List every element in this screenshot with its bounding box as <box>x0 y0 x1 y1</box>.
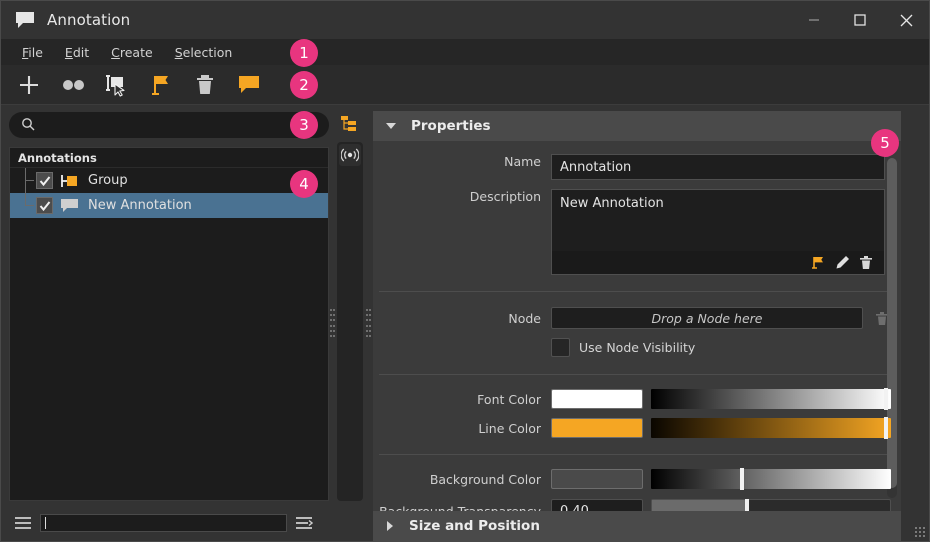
properties-scrollbar[interactable] <box>887 158 897 498</box>
menu-file[interactable]: FFileile <box>22 44 43 60</box>
node-label: Node <box>508 310 541 326</box>
list-settings-icon[interactable] <box>290 511 318 535</box>
annotation-rail <box>337 142 363 501</box>
search-box[interactable] <box>9 112 329 138</box>
main-toolbar <box>1 65 929 105</box>
annotations-panel: Annotations Group <box>1 106 329 541</box>
tree-item-label: Group <box>88 173 128 188</box>
add-annotation-icon[interactable] <box>7 68 51 102</box>
trash-icon[interactable] <box>854 253 878 273</box>
node-clear-trash-icon[interactable] <box>871 307 893 329</box>
properties-title: Properties <box>411 118 491 134</box>
minimize-button[interactable] <box>791 1 837 39</box>
menu-selection[interactable]: Selection <box>174 44 233 60</box>
group-folder-icon <box>60 172 82 190</box>
window-title: Annotation <box>47 11 131 29</box>
use-node-visibility-checkbox[interactable] <box>551 338 570 357</box>
background-color-row: Background Color <box>373 468 901 490</box>
properties-body: Name Description <box>373 154 901 523</box>
description-textarea[interactable] <box>551 189 885 251</box>
node-drop-target[interactable]: Drop a Node here <box>551 307 863 329</box>
tree-row[interactable]: New Annotation <box>10 193 328 218</box>
node-row: Node Drop a Node here <box>373 307 901 329</box>
menu-create[interactable]: Create <box>111 44 153 60</box>
close-button[interactable] <box>883 1 929 39</box>
annotations-tree: Annotations Group <box>9 147 329 501</box>
name-input[interactable] <box>551 154 885 180</box>
chevron-right-icon <box>385 520 395 532</box>
flag-icon[interactable] <box>139 68 183 102</box>
tree-hierarchy-icon[interactable] <box>338 113 360 135</box>
tree-item-label: New Annotation <box>88 198 192 213</box>
font-color-label: Font Color <box>477 391 541 407</box>
background-color-swatch[interactable] <box>551 469 643 489</box>
tree-indent <box>14 168 36 193</box>
search-icon <box>21 116 35 135</box>
two-dots-icon[interactable] <box>51 68 95 102</box>
properties-panel: Properties Name Description <box>373 111 901 541</box>
callout-badge-2: 2 <box>290 71 318 99</box>
divider <box>379 454 895 455</box>
search-row <box>9 111 329 139</box>
use-node-visibility-row: Use Node Visibility <box>373 338 901 357</box>
panel-splitter-left[interactable] <box>330 309 336 339</box>
panel-splitter-right[interactable] <box>366 309 372 339</box>
description-label: Description <box>469 189 541 204</box>
size-and-position-title: Size and Position <box>409 518 540 534</box>
callout-badge-1: 1 <box>290 39 318 67</box>
callout-badge-5: 5 <box>871 129 899 157</box>
size-and-position-header[interactable]: Size and Position <box>373 511 901 541</box>
menu-edit[interactable]: Edit <box>64 44 90 60</box>
maximize-button[interactable] <box>837 1 883 39</box>
broadcast-icon[interactable] <box>339 144 361 166</box>
background-color-label: Background Color <box>429 471 541 487</box>
callout-badge-3: 3 <box>290 111 318 139</box>
menu-bar: FFileile Edit Create Selection <box>1 39 929 65</box>
tree-indent <box>14 193 36 218</box>
callout-badge-4: 4 <box>290 170 318 198</box>
title-bar: Annotation <box>1 1 929 39</box>
speech-bubble-icon <box>15 10 35 30</box>
line-color-swatch[interactable] <box>551 418 643 438</box>
name-label: Name <box>504 154 541 169</box>
tree-row[interactable]: Group <box>10 168 328 193</box>
flag-cursor-icon[interactable] <box>95 68 139 102</box>
pencil-icon[interactable] <box>830 253 854 273</box>
trash-icon[interactable] <box>183 68 227 102</box>
description-row: Description <box>373 189 901 275</box>
comment-icon[interactable] <box>227 68 271 102</box>
properties-section-header[interactable]: Properties <box>373 111 901 141</box>
search-input[interactable] <box>43 116 297 134</box>
left-bottom-bar <box>9 510 329 536</box>
line-color-label: Line Color <box>478 420 541 436</box>
description-toolbar <box>551 251 885 275</box>
background-color-gradient-slider[interactable] <box>651 468 891 490</box>
font-color-gradient-slider[interactable] <box>651 388 891 410</box>
tree-item-checkbox[interactable] <box>36 172 53 189</box>
hamburger-icon[interactable] <box>9 511 37 535</box>
divider <box>379 374 895 375</box>
chevron-down-icon <box>385 121 397 131</box>
filter-input[interactable] <box>40 514 287 532</box>
tree-item-checkbox[interactable] <box>36 197 53 214</box>
use-node-visibility-label: Use Node Visibility <box>579 340 696 355</box>
font-color-row: Font Color <box>373 388 901 410</box>
tree-header: Annotations <box>10 148 328 168</box>
divider <box>379 291 895 292</box>
scrollbar-thumb[interactable] <box>887 158 897 488</box>
font-color-swatch[interactable] <box>551 389 643 409</box>
line-color-row: Line Color <box>373 417 901 439</box>
window-controls <box>791 1 929 39</box>
flag-icon[interactable] <box>806 253 830 273</box>
annotation-bubble-icon <box>60 197 82 215</box>
resize-grip[interactable] <box>914 526 926 538</box>
description-wrap <box>551 189 885 275</box>
line-color-gradient-slider[interactable] <box>651 417 891 439</box>
name-row: Name <box>373 154 901 180</box>
